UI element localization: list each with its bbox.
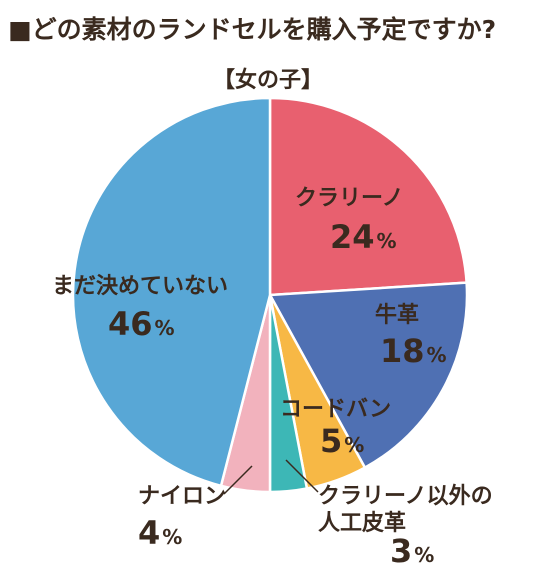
- slice-value-5: 46%: [108, 305, 175, 343]
- pie-slice-1: [267, 281, 469, 470]
- slice-value-4: 4%: [138, 514, 182, 552]
- slice-label-3-line1: 人工皮革: [318, 510, 406, 536]
- slice-label-0: クラリーノ: [295, 186, 404, 211]
- leader-line-4: [223, 465, 253, 495]
- slice-value-1: 18%: [380, 332, 447, 370]
- leader-lines: [223, 459, 319, 495]
- slice-label-5: まだ決めていない: [52, 274, 228, 299]
- slice-value-3: 3%: [390, 532, 434, 570]
- chart-subtitle: 【女の子】: [212, 68, 323, 93]
- pie-slices: [71, 96, 469, 494]
- slice-label-4: ナイロン: [138, 484, 226, 509]
- leader-line-3: [285, 459, 319, 493]
- slice-label-2: コードバン: [280, 397, 391, 422]
- pie-slice-0: [268, 96, 468, 297]
- chart-title: ■どの素材のランドセルを購入予定ですか?: [8, 15, 497, 44]
- pie-slice-5: [71, 96, 272, 488]
- slice-value-0: 24%: [330, 218, 397, 256]
- slice-value-2: 5%: [320, 422, 364, 460]
- slice-label-3-line0: クラリーノ以外の: [318, 483, 493, 509]
- slice-label-1: 牛革: [375, 302, 419, 328]
